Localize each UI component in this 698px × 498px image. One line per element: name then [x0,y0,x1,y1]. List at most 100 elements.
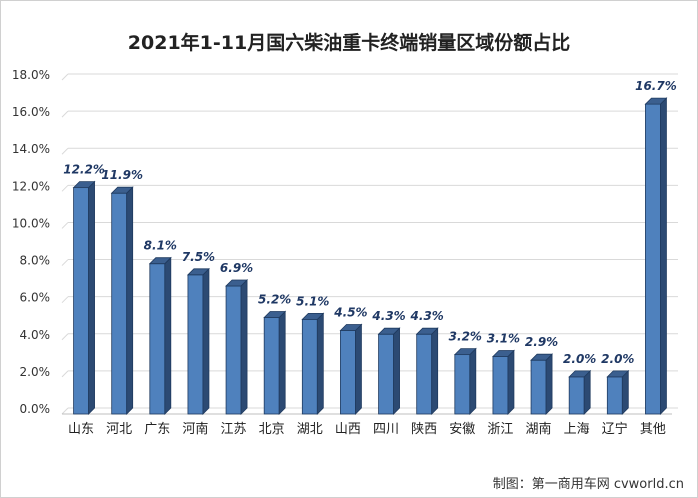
x-tick-label: 湖北 [297,422,323,437]
gridline-depth [61,296,69,304]
x-tick-label: 上海 [564,422,590,437]
x-tick-label: 山东 [68,422,94,437]
bar-top [263,311,287,318]
bar-top [301,312,325,320]
bar [415,327,439,415]
data-label: 3.2% [449,330,482,344]
bar-side [240,279,248,415]
bar-side [469,347,477,415]
bar-front [111,192,128,415]
gridline-depth [61,333,69,341]
bar-side [431,327,439,415]
gridline-depth [61,184,69,192]
data-label: 4.5% [333,306,367,320]
bar-top [148,257,172,265]
bar-side [164,256,172,415]
data-label: 16.7% [635,79,677,93]
bar [530,353,554,415]
gridline-depth [61,370,69,378]
y-tick-label: 16.0% [12,105,50,119]
bar-top [110,186,134,194]
bar-front [606,376,623,415]
data-label: 12.2% [63,163,105,177]
data-label: 2.0% [563,352,596,366]
data-label: 4.3% [410,309,444,323]
data-label: 8.1% [144,239,177,253]
bar-top [644,97,668,105]
gridline-depth [61,110,69,118]
bar [453,347,477,415]
x-tick-label: 陕西 [411,422,437,437]
bar-side [278,310,286,415]
gridline-depth [61,147,69,155]
bar-side [393,327,400,415]
bar-side [583,369,591,415]
data-label: 5.1% [296,294,329,308]
x-tick-label: 北京 [259,422,285,437]
bar [110,186,134,415]
bar-top [453,348,477,356]
y-tick-label: 18.0% [12,68,50,82]
x-tick-label: 安徽 [449,422,475,437]
bar [339,323,363,415]
y-tick-label: 8.0% [20,254,51,268]
bar [301,312,325,415]
bar-top [72,181,96,189]
bar-side [621,369,629,415]
bar-front [263,317,280,415]
gridline-depth [61,73,69,81]
bar-side [355,323,362,415]
bar-top [377,327,401,335]
bar-top [339,324,363,331]
data-label: 7.5% [182,250,215,264]
bar [606,369,630,415]
data-label: 4.3% [371,309,405,323]
bar-side [126,186,134,415]
x-tick-label: 河南 [182,421,208,437]
bar [225,279,249,415]
gridline-depth [61,222,69,229]
bar [186,267,210,415]
bar-front [530,359,547,415]
bar-top [491,350,515,357]
bar-front [568,376,585,415]
data-label: 3.1% [487,331,520,345]
y-tick-label: 4.0% [20,328,51,342]
x-tick-label: 河北 [106,422,132,437]
bar [644,97,668,415]
y-tick-label: 6.0% [20,291,51,305]
bar-top [415,327,439,335]
x-tick-label: 广东 [144,422,170,437]
data-label: 6.9% [220,261,253,275]
watermark-credit: 制图：第一商用车网 cvworld.cn [492,477,684,492]
y-tick-label: 0.0% [20,402,51,416]
y-tick-label: 10.0% [12,216,50,230]
bar-top [568,370,592,378]
bar-front [73,187,89,415]
bar-top [606,370,630,378]
bar-top [225,279,249,287]
gridline-depth [61,407,69,415]
bar-side [545,353,553,415]
bar [263,310,287,415]
y-tick-label: 2.0% [20,365,51,379]
bar-side [316,312,324,415]
bar-side [507,349,515,415]
bar [377,327,401,415]
x-tick-label: 山西 [335,422,361,437]
bar-top [186,268,210,276]
bar [491,349,515,415]
bar-front [225,285,242,415]
bar [72,180,96,415]
bar-front [149,263,166,415]
bar [568,369,592,415]
x-tick-label: 辽宁 [602,421,628,437]
data-label: 5.2% [258,293,291,307]
x-tick-label: 其他 [640,422,666,437]
bar-front [454,354,471,415]
x-tick-label: 四川 [373,422,399,437]
gridline-depth [61,259,69,266]
bar [148,256,172,415]
x-tick-label: 江苏 [221,421,247,437]
